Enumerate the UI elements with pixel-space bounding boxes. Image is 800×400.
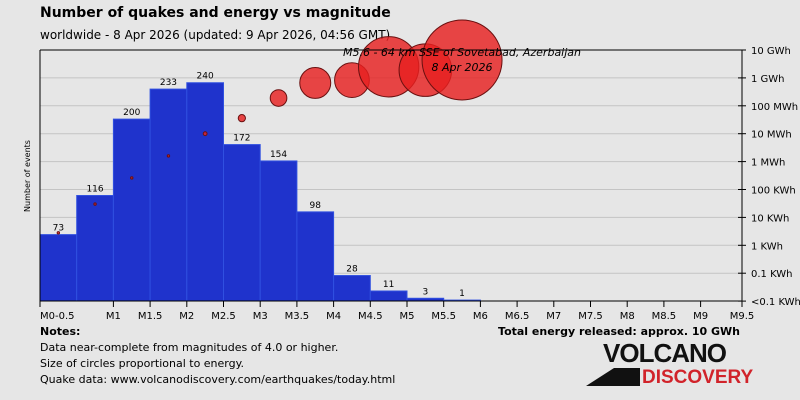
bar [112, 118, 151, 302]
bar-label: 200 [123, 108, 140, 118]
x-tick-label: M7 [546, 311, 561, 322]
bar-label: 28 [346, 265, 358, 275]
x-tick-label: M5.5 [431, 311, 456, 322]
energy-tick-label: 10 GWh [751, 46, 791, 57]
energy-circle [237, 114, 246, 123]
energy-circle [269, 89, 288, 107]
bar [259, 160, 298, 302]
energy-circle [56, 231, 61, 235]
bar-label: 240 [197, 72, 214, 82]
energy-circle [421, 19, 503, 101]
x-tick-label: M5 [400, 311, 415, 322]
x-tick-label: M2 [179, 311, 194, 322]
energy-circle [130, 176, 134, 180]
bar-label: 233 [160, 78, 177, 88]
bar-label: 73 [53, 224, 64, 234]
energy-tick-label: 100 KWh [751, 186, 796, 197]
energy-tick-label: <0.1 KWh [751, 297, 800, 308]
energy-tick-label: 0.1 KWh [751, 269, 793, 280]
chart-title: Number of quakes and energy vs magnitude [40, 5, 391, 21]
bar-label: 154 [270, 150, 287, 160]
bar-label: 172 [233, 134, 250, 144]
x-tick-label: M6 [473, 311, 488, 322]
energy-tick-label: 100 MWh [751, 102, 798, 113]
chart-subtitle: worldwide - 8 Apr 2026 (updated: 9 Apr 2… [40, 28, 391, 42]
logo-text-volcano: VOLCANO [603, 338, 727, 368]
x-tick-label: M2.5 [211, 311, 236, 322]
bar [223, 144, 261, 302]
annotation-line2: 8 Apr 2026 [431, 61, 492, 74]
y-axis-label: Number of events [23, 140, 32, 212]
x-tick-label: M3 [253, 311, 268, 322]
bar [369, 290, 408, 302]
bar [186, 82, 225, 302]
bar-label: 1 [459, 289, 465, 299]
x-tick-label: M7.5 [578, 311, 603, 322]
x-tick-label: M1 [106, 311, 121, 322]
x-tick-label: M8.5 [652, 311, 677, 322]
x-tick-label: M6.5 [505, 311, 530, 322]
energy-tick-label: 1 MWh [751, 158, 785, 169]
bar [296, 211, 335, 302]
bar [333, 275, 371, 302]
energy-circle [202, 131, 208, 137]
x-tick-label: M0-0.5 [40, 311, 75, 322]
note-line: Data near-complete from magnitudes of 4.… [40, 341, 339, 354]
bar-label: 11 [383, 280, 394, 290]
energy-tick-label: 10 MWh [751, 130, 792, 141]
energy-circle [166, 154, 171, 158]
bar-label: 3 [422, 287, 428, 297]
energy-tick-label: 1 GWh [751, 74, 785, 85]
energy-tick-label: 10 KWh [751, 213, 789, 224]
x-tick-label: M4.5 [358, 311, 383, 322]
bar [76, 195, 114, 302]
bar [39, 234, 78, 302]
bar [149, 88, 188, 302]
x-tick-label: M3.5 [285, 311, 310, 322]
annotation-line1: M5.6 - 64 km SSE of Sovetabad, Azerbaija… [343, 46, 581, 59]
x-tick-label: M4 [326, 311, 341, 322]
energy-circle [299, 66, 332, 99]
bar-label: 98 [310, 201, 322, 211]
note-line: Size of circles proportional to energy. [40, 357, 245, 370]
energy-circle [93, 202, 97, 206]
x-tick-label: M9.5 [730, 311, 755, 322]
x-tick-label: M1.5 [138, 311, 163, 322]
energy-tick-label: 1 KWh [751, 241, 783, 252]
logo-text-discovery: DISCOVERY [642, 367, 754, 388]
x-tick-label: M8 [620, 311, 635, 322]
note-line: Quake data: www.volcanodiscovery.com/ear… [40, 373, 396, 386]
total-energy: Total energy released: approx. 10 GWh [498, 325, 740, 338]
x-tick-label: M9 [693, 311, 708, 322]
notes-heading: Notes: [40, 325, 81, 338]
bar-label: 116 [86, 185, 103, 195]
